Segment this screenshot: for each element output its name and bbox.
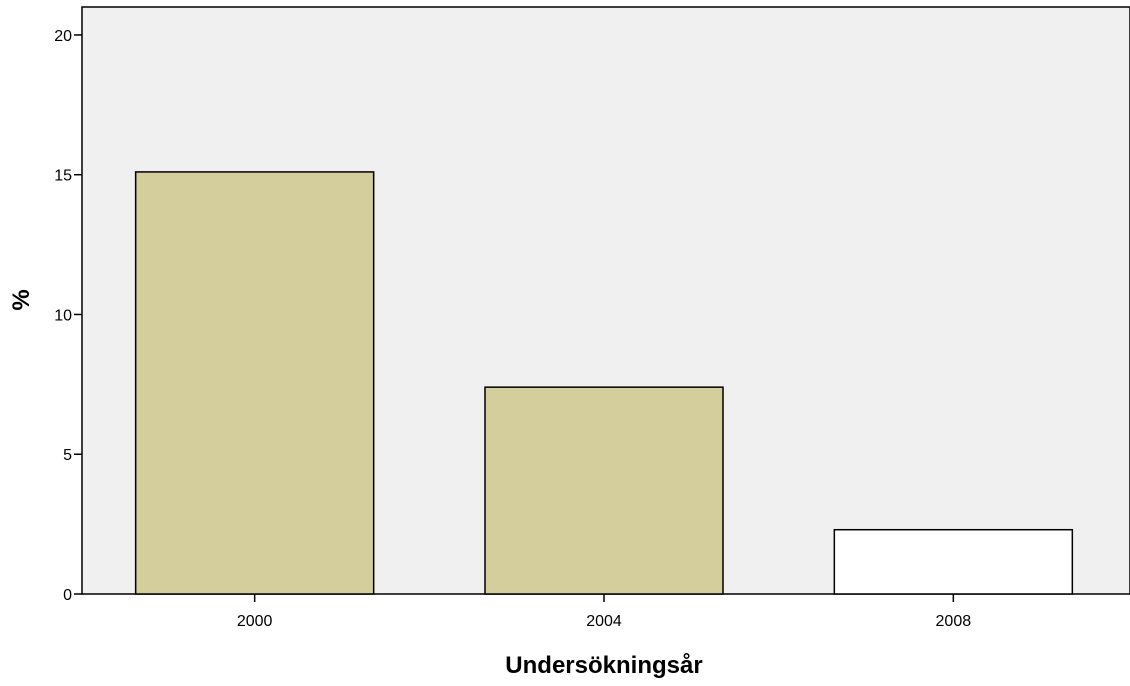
y-axis-ticks: 0 5 10 15 20 [54, 28, 82, 604]
x-tick-label-2004: 2004 [586, 613, 622, 630]
bar-2008 [833, 528, 1074, 595]
x-tick-label-2008: 2008 [936, 613, 972, 630]
y-tick-label: 0 [63, 587, 72, 604]
x-axis-title: Undersökningsår [505, 652, 702, 679]
bars [134, 171, 1074, 595]
y-tick-label: 5 [63, 447, 72, 464]
bar-2004 [484, 386, 724, 595]
y-tick-label: 15 [54, 168, 72, 185]
y-axis-title: % [8, 289, 35, 310]
bar-2000 [134, 171, 375, 595]
x-axis-ticks: 2000 2004 2008 [237, 594, 971, 630]
x-tick-label-2000: 2000 [237, 613, 273, 630]
y-tick-label: 10 [54, 307, 72, 324]
y-tick-label: 20 [54, 28, 72, 45]
